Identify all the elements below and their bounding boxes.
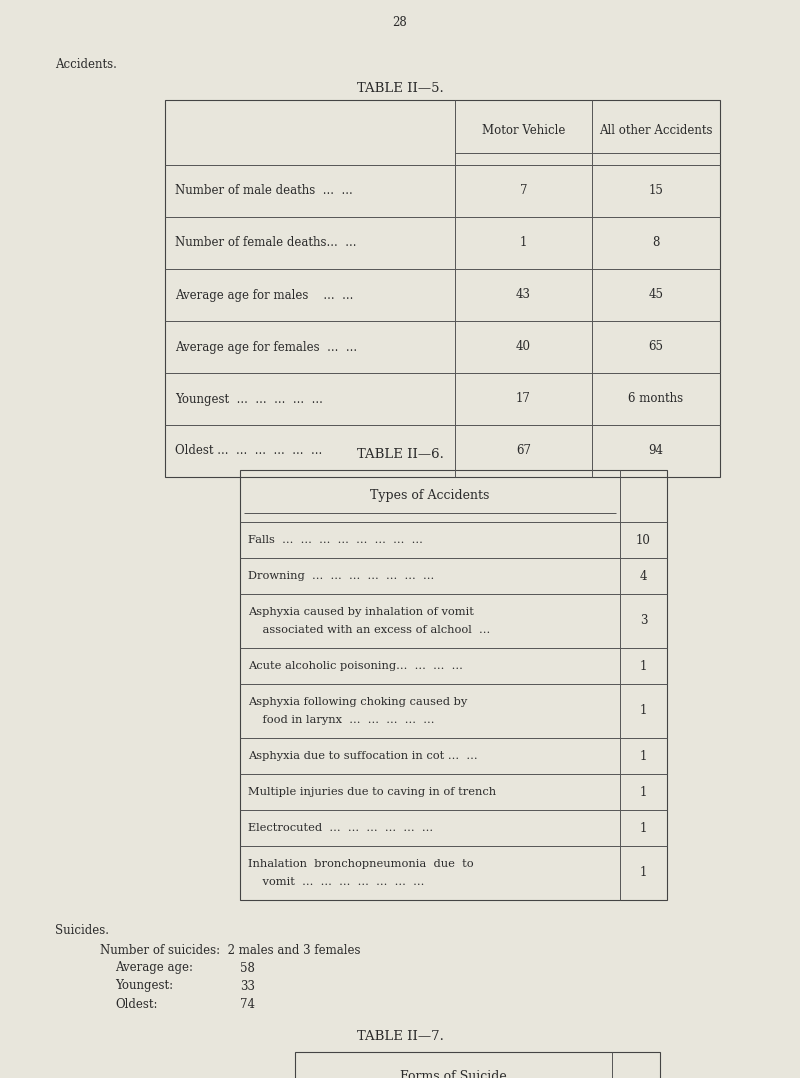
Text: Asphyxia due to suffocation in cot ...  ...: Asphyxia due to suffocation in cot ... .… (248, 751, 478, 761)
Text: Multiple injuries due to caving in of trench: Multiple injuries due to caving in of tr… (248, 787, 496, 797)
Text: TABLE II—7.: TABLE II—7. (357, 1029, 443, 1042)
Text: Number of male deaths  ...  ...: Number of male deaths ... ... (175, 184, 353, 197)
Text: Average age for males    ...  ...: Average age for males ... ... (175, 289, 354, 302)
Text: TABLE II—6.: TABLE II—6. (357, 448, 443, 461)
Text: 45: 45 (649, 289, 663, 302)
Text: 58: 58 (240, 962, 255, 975)
Text: 7: 7 (520, 184, 527, 197)
Text: Acute alcoholic poisoning...  ...  ...  ...: Acute alcoholic poisoning... ... ... ... (248, 661, 463, 671)
Text: 1: 1 (640, 705, 647, 718)
Text: 28: 28 (393, 15, 407, 28)
Text: Average age:: Average age: (115, 962, 193, 975)
Text: All other Accidents: All other Accidents (599, 124, 713, 137)
Text: 10: 10 (636, 534, 651, 547)
Text: Number of female deaths...  ...: Number of female deaths... ... (175, 236, 357, 249)
Text: Accidents.: Accidents. (55, 58, 117, 71)
Text: Forms of Suicide: Forms of Suicide (400, 1069, 507, 1078)
Text: associated with an excess of alchool  ...: associated with an excess of alchool ... (248, 625, 490, 635)
Text: food in larynx  ...  ...  ...  ...  ...: food in larynx ... ... ... ... ... (248, 715, 434, 725)
Text: 8: 8 (652, 236, 660, 249)
Text: 1: 1 (520, 236, 527, 249)
Text: 4: 4 (640, 569, 647, 582)
Text: Falls  ...  ...  ...  ...  ...  ...  ...  ...: Falls ... ... ... ... ... ... ... ... (248, 535, 423, 545)
Text: 65: 65 (649, 341, 663, 354)
Text: 33: 33 (240, 980, 255, 993)
Text: 15: 15 (649, 184, 663, 197)
Text: 40: 40 (516, 341, 531, 354)
Text: TABLE II—5.: TABLE II—5. (357, 82, 443, 95)
Text: Youngest  ...  ...  ...  ...  ...: Youngest ... ... ... ... ... (175, 392, 323, 405)
Text: 94: 94 (649, 444, 663, 457)
Bar (295, 1052, 660, 1078)
Text: 1: 1 (640, 867, 647, 880)
Text: 1: 1 (640, 749, 647, 762)
Text: 3: 3 (640, 614, 647, 627)
Text: Motor Vehicle: Motor Vehicle (482, 124, 565, 137)
Text: Drowning  ...  ...  ...  ...  ...  ...  ...: Drowning ... ... ... ... ... ... ... (248, 571, 434, 581)
Text: Types of Accidents: Types of Accidents (370, 489, 490, 502)
Text: 6 months: 6 months (629, 392, 683, 405)
Text: 43: 43 (516, 289, 531, 302)
Text: Average age for females  ...  ...: Average age for females ... ... (175, 341, 357, 354)
Text: 17: 17 (516, 392, 531, 405)
Text: 1: 1 (640, 660, 647, 673)
Text: Number of suicides:  2 males and 3 females: Number of suicides: 2 males and 3 female… (100, 943, 361, 956)
Text: 1: 1 (640, 821, 647, 834)
Bar (240, 470, 667, 900)
Text: Oldest ...  ...  ...  ...  ...  ...: Oldest ... ... ... ... ... ... (175, 444, 322, 457)
Text: Inhalation  bronchopneumonia  due  to: Inhalation bronchopneumonia due to (248, 859, 474, 869)
Text: 1: 1 (640, 786, 647, 799)
Text: Asphyxia caused by inhalation of vomit: Asphyxia caused by inhalation of vomit (248, 607, 474, 617)
Bar (165, 100, 720, 476)
Text: Asphyxia following choking caused by: Asphyxia following choking caused by (248, 696, 467, 707)
Text: Oldest:: Oldest: (115, 997, 158, 1010)
Text: 67: 67 (516, 444, 531, 457)
Text: Electrocuted  ...  ...  ...  ...  ...  ...: Electrocuted ... ... ... ... ... ... (248, 823, 433, 833)
Text: Suicides.: Suicides. (55, 924, 109, 937)
Text: vomit  ...  ...  ...  ...  ...  ...  ...: vomit ... ... ... ... ... ... ... (248, 877, 424, 887)
Text: Youngest:: Youngest: (115, 980, 173, 993)
Text: 74: 74 (240, 997, 255, 1010)
